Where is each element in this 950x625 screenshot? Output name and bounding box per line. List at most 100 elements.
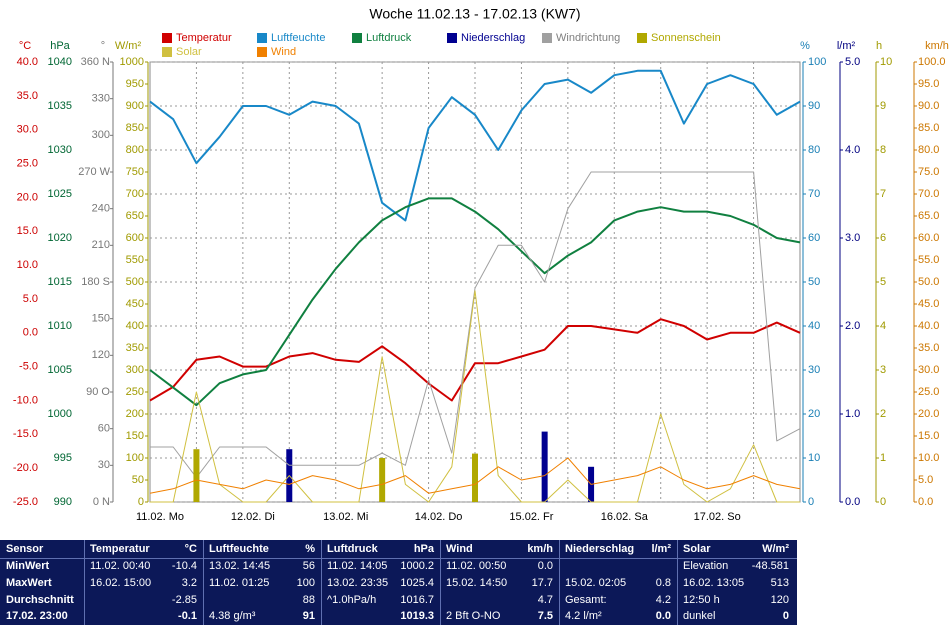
cell-value: 1025.4 [400,577,434,589]
x-tick-label: 14.02. Do [415,511,463,523]
y-tick-label: 90 [808,100,820,112]
y-tick-label: 5 [880,276,886,288]
series-line [149,457,801,494]
cell-value: 91 [302,610,315,622]
y-tick-label: 45.0 [918,298,939,310]
y-tick-label: 750 [126,166,144,178]
column-unit: °C [184,543,197,555]
cell-value: 1016.7 [400,594,434,606]
column-separator [321,540,322,625]
bar [541,431,548,502]
y-tick-label: 100 [808,56,826,68]
y-tick-label: 550 [126,254,144,266]
y-tick-label: 40.0 [918,320,939,332]
column-separator [84,540,85,625]
cell-note: 16.02. 15:00 [90,577,152,589]
legend-label: Niederschlag [461,32,525,44]
y-tick-label: 995 [54,452,72,464]
cell-value: 17.7 [531,577,553,589]
y-tick-label: 60 [98,423,110,435]
y-tick-label: 0 N [93,496,110,508]
y-tick-label: 0.0 [918,496,933,508]
cell-value: -0.1 [178,610,197,622]
y-tick-label: 100 [126,452,144,464]
x-tick-label: 13.02. Mi [323,511,368,523]
cell-note: ^1.0hPa/h [327,594,377,606]
series-line [149,197,801,407]
y-tick-label: 20.0 [17,191,38,203]
y-tick-label: 50.0 [918,276,939,288]
y-tick-label: -10.0 [13,394,38,406]
cell-value: 7.5 [537,610,553,622]
y-tick-label: 8 [880,144,886,156]
cell-note: 16.02. 13:05 [683,577,745,589]
cell-note: Elevation [683,560,729,572]
legend-swatch [162,47,172,57]
y-tick-label: 0 [880,496,886,508]
chart: Woche 11.02.13 - 17.02.13 (KW7) °C40.035… [13,6,949,523]
y-tick-label: 850 [126,122,144,134]
legend-label: Sonnenschein [651,32,721,44]
column-header: Temperatur [90,543,150,555]
cell-note: 13.02. 14:45 [209,560,271,572]
y-tick-label: 900 [126,100,144,112]
cell-note: 11.02. 01:25 [209,577,270,589]
y-tick-label: 150 [126,430,144,442]
y-tick-label: 10.0 [918,452,939,464]
column-unit: % [305,543,315,555]
y-tick-label: 55.0 [918,254,939,266]
y-tick-label: 330 [92,93,110,105]
axis-unit: km/h [925,40,949,52]
y-tick-label: 0.0 [845,496,860,508]
row-label: MinWert [6,560,50,572]
y-tick-label: 9 [880,100,886,112]
y-tick-label: 70 [808,188,820,200]
axis-unit: °C [19,40,31,52]
y-tick-label: 20 [808,408,820,420]
axis-unit: l/m² [837,40,856,52]
y-tick-label: 4.0 [845,144,860,156]
y-tick-label: 0.0 [23,327,38,339]
y-tick-label: 60.0 [918,232,939,244]
y-tick-label: 240 [92,203,110,215]
cell-note: Gesamt: [565,594,607,606]
y-tick-label: 15.0 [17,225,38,237]
axis-unit: % [800,40,810,52]
y-tick-label: 30 [808,364,820,376]
y-tick-label: 10 [880,56,892,68]
bar [379,458,386,502]
y-tick-label: 60 [808,232,820,244]
y-tick-label: 2.0 [845,320,860,332]
axis-unit: W/m² [115,40,142,52]
row-label: Durchschnitt [6,594,74,606]
y-tick-label: 70.0 [918,188,939,200]
cell-value: 0.8 [655,577,671,589]
cell-value: 1019.3 [400,610,434,622]
cell-value: 4.7 [537,594,553,606]
y-tick-label: 10 [808,452,820,464]
y-tick-label: -20.0 [13,462,38,474]
y-tick-label: 3.0 [845,232,860,244]
x-tick-label: 11.02. Mo [136,511,184,523]
legend-swatch [257,47,267,57]
legend-label: Temperatur [176,32,232,44]
y-tick-label: 85.0 [918,122,939,134]
y-tick-label: 90 O [86,386,110,398]
cell-value: -2.85 [171,594,197,606]
column-separator [203,540,204,625]
legend-label: Wind [271,46,296,58]
legend-label: Luftfeuchte [271,32,325,44]
y-tick-label: 80.0 [918,144,939,156]
cell-note: 4.38 g/m³ [209,610,256,622]
cell-value: 1000.2 [400,560,434,572]
y-tick-label: 800 [126,144,144,156]
legend-swatch [447,33,457,43]
cell-note: 13.02. 23:35 [327,577,389,589]
x-tick-label: 15.02. Fr [509,511,553,523]
cell-value: -10.4 [171,560,197,572]
y-tick-label: 400 [126,320,144,332]
y-tick-label: 1025 [48,188,72,200]
column-separator [559,540,560,625]
column-unit: l/m² [651,543,671,555]
